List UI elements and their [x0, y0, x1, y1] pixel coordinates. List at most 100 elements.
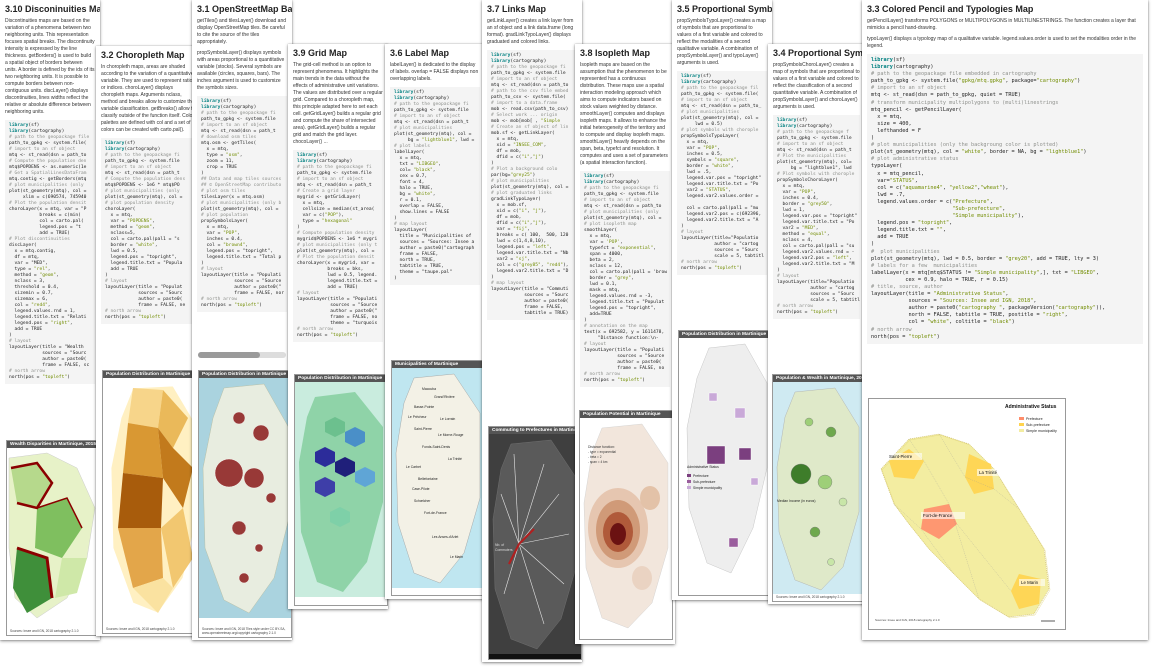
card-text: Discontinuities maps are based on the va… [5, 18, 95, 115]
map-labels[interactable]: Municipalities of Martinique Macouba Gra… [391, 360, 485, 596]
svg-text:Le Morne-Rouge: Le Morne-Rouge [438, 433, 464, 437]
svg-text:Le Lorrain: Le Lorrain [440, 417, 455, 421]
svg-text:Le Prêcheur: Le Prêcheur [408, 415, 427, 419]
label-fort-de-france: Fort-de-France [923, 513, 953, 518]
card-text: The grid-cell method is an option to rep… [293, 62, 383, 145]
card-title: 3.4 Proportional Symbols and Choropleth … [773, 48, 865, 58]
svg-text:Le Carbet: Le Carbet [406, 465, 421, 469]
label-map-graphic: Macouba Grand'Rivière Basse-Pointe Le Pr… [392, 368, 484, 588]
label-la-trinite: La Trinité [979, 470, 998, 475]
card-title: 3.1 OpenStreetMap Basemap and Proportion… [197, 4, 292, 14]
card-osm-basemap[interactable]: 3.1 OpenStreetMap Basemap and Proportion… [192, 0, 292, 640]
svg-text:Case-Pilote: Case-Pilote [412, 487, 430, 491]
svg-text:Commuters: Commuters [495, 548, 513, 552]
code-block: library(sf) library(cartography) # path … [197, 96, 287, 312]
map-wealth-disparities[interactable]: Wealth Disparities in Martinique, 2015 S… [6, 440, 100, 636]
code-block: library(sf) library(cartography) # path … [487, 50, 577, 320]
legend-item: Sub-prefecture [693, 480, 716, 484]
card-propsymbols-typo[interactable]: 3.5 Proportional Symbols and Typology Ma… [672, 0, 772, 600]
card-choropleth[interactable]: 3.2 Choropleth Map In choropleth maps, a… [96, 46, 202, 636]
svg-text:- beta = 2: - beta = 2 [588, 455, 602, 459]
card-text-tiles: getTiles() and tilesLayer() download and… [197, 18, 287, 45]
map-title: Population Distribution in Martinique [199, 371, 291, 378]
map-osm[interactable]: Population Distribution in Martinique So… [198, 370, 292, 638]
code-block: library(sf) library(cartography) # path … [5, 120, 95, 384]
label-saint-pierre: Saint-Pierre [889, 454, 913, 459]
map-choropleth[interactable]: Population Distribution in Martinique So… [102, 370, 202, 634]
card-title: 3.9 Grid Map [293, 48, 348, 58]
card-text: propSymbolsTypoLayer() creates a map of … [677, 18, 766, 66]
svg-text:Basse-Pointe: Basse-Pointe [414, 405, 434, 409]
propchoro-map-graphic: Median Income (in euros) [773, 382, 863, 594]
card-title: 3.8 Isopleth Map [580, 48, 651, 58]
svg-text:- type = exponential: - type = exponential [588, 450, 616, 454]
card-title: 3.5 Proportional Symbols and Typology Ma… [677, 4, 772, 14]
grid-map-graphic [295, 382, 387, 597]
map-title: Population & Wealth in Martinique, 2015 [773, 375, 863, 382]
card-isopleth-map[interactable]: 3.8 Isopleth Map Isopleth maps are based… [575, 44, 675, 644]
legend-item: Simple municipality [693, 486, 722, 490]
svg-text:Simple municipality: Simple municipality [1026, 429, 1057, 433]
card-label-map[interactable]: 3.6 Label Map labelLayer() is dedicated … [385, 44, 485, 599]
horizontal-scrollbar[interactable] [198, 352, 286, 358]
card-title: 3.6 Label Map [390, 48, 450, 58]
card-text: In choropleth maps, areas are shaded acc… [101, 64, 197, 133]
card-grid-map[interactable]: 3.9 Grid Map The grid-cell method is an … [288, 44, 388, 609]
map-prop-typo[interactable]: Population Distribution in Martinique Ad… [678, 330, 772, 596]
map-title: Population Distribution in Martinique [679, 331, 771, 338]
code-block: library(sf) library(cartography) # path … [580, 171, 670, 387]
map-source: Sources: Insee and IGN, 2018 cartography… [875, 618, 940, 622]
card-title: 3.2 Choropleth Map [101, 50, 185, 60]
legend-item: Prefecture [693, 474, 709, 478]
card-text-symbols: propSymbolsLayer() displays symbols with… [197, 50, 285, 91]
map-source: Sources: Insee and IGN, 2018 cartography… [776, 595, 845, 599]
card-text: labelLayer() is dedicated to the display… [390, 62, 479, 82]
map-title: Municipalities of Martinique [392, 361, 484, 368]
svg-text:Fonds-Saint-Denis: Fonds-Saint-Denis [422, 445, 450, 449]
code-block: library(sf) library(cartography) # path … [677, 71, 767, 275]
svg-text:Sub-prefecture: Sub-prefecture [1026, 423, 1050, 427]
map-isopleth[interactable]: Population Potential in Martinique Dista… [579, 410, 673, 640]
card-title: 3.3 Colored Pencil and Typologies Map [867, 4, 1034, 14]
card-discontinuities[interactable]: 3.10 Disconinuities Map Discontinuities … [0, 0, 100, 640]
code-block: library(sf) library(cartography) # path … [773, 115, 860, 319]
map-title: Population Distribution in Martinique [103, 371, 201, 378]
svg-text:Grand'Rivière: Grand'Rivière [434, 395, 455, 399]
map-prop-choro[interactable]: Population & Wealth in Martinique, 2015 … [772, 374, 864, 602]
card-title: 3.7 Links Map [487, 4, 547, 14]
pencil-legend: Prefecture Sub-prefecture Simple municip… [1019, 417, 1057, 433]
legend-title: Median Income (in euros) [777, 499, 815, 503]
svg-text:Le Marin: Le Marin [450, 555, 463, 559]
card-title: 3.10 Disconinuities Map [5, 4, 100, 14]
iso-legend-note: Distance function: [588, 445, 615, 449]
map-source: Sources: Insee and IGN, 2018 Tiles style… [202, 627, 286, 635]
map-source: Sources: Insee and IGN, 2018 cartography… [10, 629, 79, 633]
osm-map-graphic [199, 378, 291, 618]
legend-title: Administrative Status [687, 465, 719, 469]
pencil-map-graphic: Administrative Status Prefecture Sub-pre… [875, 404, 1057, 622]
map-title: Population Potential in Martinique [580, 411, 672, 418]
map-title: Administrative Status [1005, 404, 1057, 410]
links-map-graphic: Nb. of Commuters [489, 434, 581, 654]
code-block: library(sf) library(cartography) # path … [293, 150, 383, 342]
card-propsymbols-choro[interactable]: 3.4 Proportional Symbols and Choropleth … [768, 44, 865, 604]
card-links-map[interactable]: 3.7 Links Map getLinkLayer() creates a l… [482, 0, 582, 662]
code-block: library(sf) library(cartography) # path … [867, 54, 1143, 344]
map-source: Sources: Insee and IGN, 2018 cartography… [106, 627, 175, 631]
svg-text:- span = 4 km: - span = 4 km [588, 460, 608, 464]
card-text-pencil: getPencilLayer() transforms POLYGONS or … [867, 18, 1136, 31]
map-colored-pencil[interactable]: Administrative Status Prefecture Sub-pre… [868, 398, 1066, 630]
choro-map-graphic [110, 385, 200, 614]
code-block: library(sf) library(cartography) # path … [101, 138, 197, 324]
map-links[interactable]: Commuting to Prefectures in Martinique N… [488, 426, 582, 660]
svg-text:Prefecture: Prefecture [1026, 417, 1043, 421]
map-grid[interactable]: Population Distribution in Martinique [294, 374, 388, 606]
svg-text:Schœlcher: Schœlcher [414, 499, 431, 503]
svg-text:Bellefontaine: Bellefontaine [418, 477, 438, 481]
card-colored-pencil[interactable]: 3.3 Colored Pencil and Typologies Map ge… [862, 0, 1148, 640]
card-text: getLinkLayer() creates a link layer from… [487, 18, 574, 45]
card-text: Isopleth maps are based on the assumptio… [580, 62, 668, 166]
map-title: Wealth Disparities in Martinique, 2015 [7, 441, 99, 448]
svg-text:Macouba: Macouba [422, 387, 436, 391]
label-le-marin: Le Marin [1021, 580, 1039, 585]
